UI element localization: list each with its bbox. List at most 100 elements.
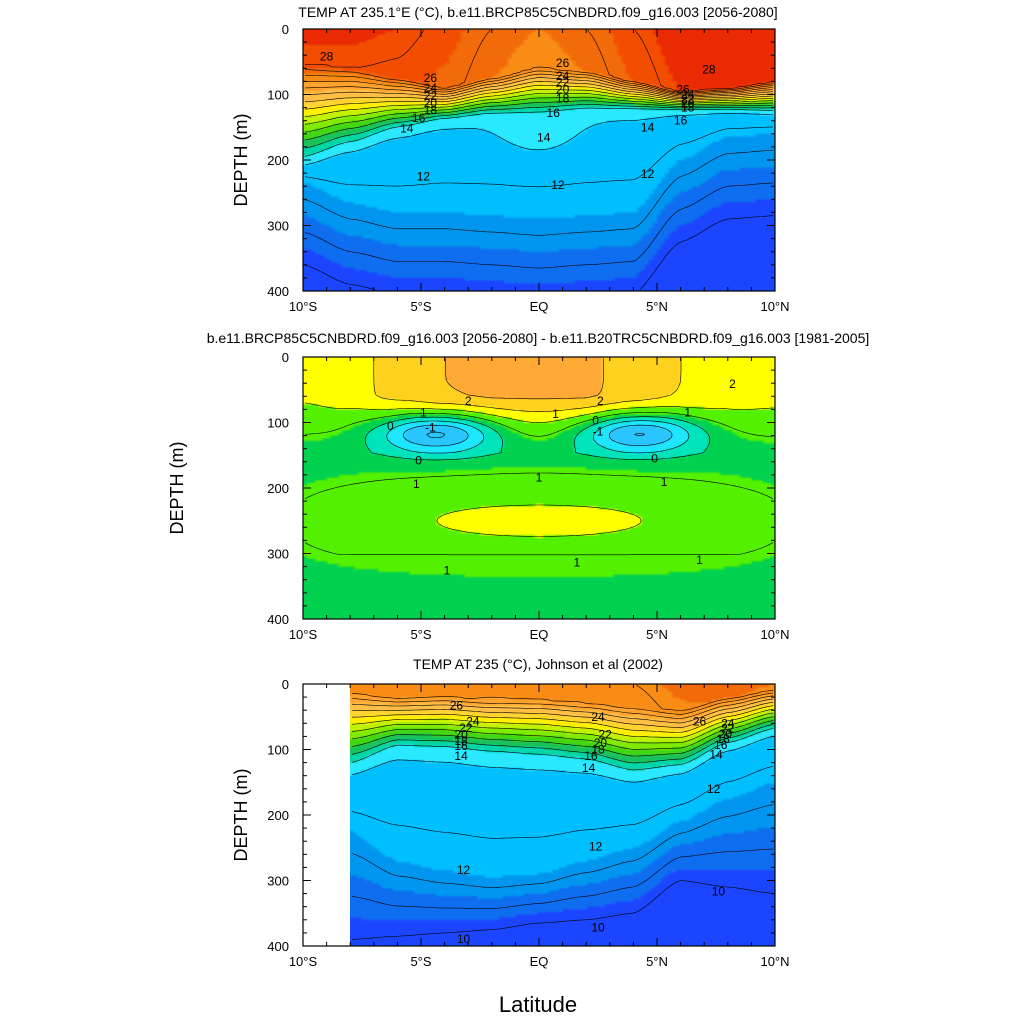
contour-label: 20	[454, 727, 468, 741]
contour-label: 12	[551, 178, 565, 192]
contour-line	[304, 100, 773, 141]
contour-label: 22	[721, 722, 735, 736]
contour-line	[304, 70, 774, 96]
y-tick-label: 100	[267, 743, 289, 758]
contour-line	[403, 424, 673, 447]
contour-label: 26	[676, 82, 690, 96]
contour-label: -1	[425, 421, 436, 435]
chart-title: b.e11.BRCP85C5CNBDRD.f09_g16.003 [2056-2…	[207, 330, 870, 346]
contour-line	[304, 412, 774, 556]
contour-line	[304, 89, 774, 117]
contour-label: 12	[641, 167, 655, 181]
contour-line	[386, 420, 690, 454]
contour-label: 10	[712, 885, 726, 899]
contour-line	[304, 93, 774, 125]
contour-line	[351, 724, 774, 764]
contour-lines	[304, 358, 774, 556]
x-tick-label: 5°N	[646, 299, 668, 314]
y-axis-label: DEPTH (m)	[167, 442, 187, 535]
contour-label: 1	[573, 556, 580, 570]
y-axis-label: DEPTH (m)	[231, 769, 251, 862]
contour-label: 1	[696, 553, 703, 567]
contour-label: 20	[681, 97, 695, 111]
contour-line	[351, 720, 774, 757]
x-tick-label: EQ	[530, 627, 549, 642]
chart-title: TEMP AT 235 (°C), Johnson et al (2002)	[413, 656, 663, 672]
contour-line	[304, 104, 774, 149]
contour-label: 14	[582, 761, 596, 775]
y-tick-label: 400	[267, 612, 289, 627]
x-tick-label: 5°S	[410, 954, 431, 969]
y-tick-label: 300	[267, 547, 289, 562]
contour-label: 24	[556, 69, 570, 83]
contour-line	[304, 107, 774, 157]
contour-labels: 2 221 1 10 0-1 -10 01 1 111 1	[387, 377, 736, 578]
contour-line	[351, 880, 774, 940]
chart-title: TEMP AT 235.1°E (°C), b.e11.BRCP85C5CNBD…	[298, 4, 777, 20]
contour-label: 1	[684, 406, 691, 420]
contour-line	[351, 708, 774, 738]
contour-label: 14	[400, 122, 414, 136]
y-tick-label: 100	[267, 416, 289, 431]
contour-label: 1	[552, 407, 559, 421]
x-tick-label: 5°N	[646, 954, 668, 969]
contour-label: 18	[556, 91, 570, 105]
contour-label: 20	[424, 96, 438, 110]
y-tick-label: 0	[282, 350, 289, 365]
contour-line	[636, 685, 774, 711]
contour-line	[351, 712, 774, 744]
contour-line	[304, 215, 774, 290]
contour-line	[445, 358, 604, 400]
contour-label: 1	[444, 564, 451, 578]
contour-line	[351, 804, 774, 888]
contour-label: 26	[424, 71, 438, 85]
contour-label: 20	[719, 727, 733, 741]
contour-label: 26	[450, 699, 464, 713]
contour-label: 16	[547, 106, 561, 120]
panel-temperature-difference: b.e11.BRCP85C5CNBDRD.f09_g16.003 [2056-2…	[167, 330, 869, 642]
contour-label: 2	[729, 377, 736, 391]
contour-label: 22	[424, 89, 438, 103]
contour-label: 18	[716, 732, 730, 746]
contour-label: 0	[387, 419, 394, 433]
contour-line	[351, 692, 774, 715]
contour-label: 22	[681, 92, 695, 106]
y-tick-label: 300	[267, 219, 289, 234]
contour-line	[305, 30, 774, 92]
contour-line	[351, 695, 774, 719]
x-tick-label: 10°S	[289, 954, 318, 969]
contour-label: 12	[417, 169, 431, 183]
contour-label: 12	[707, 782, 721, 796]
contour-line	[426, 431, 645, 438]
x-tick-label: 10°N	[760, 299, 789, 314]
x-tick-label: EQ	[530, 299, 549, 314]
contour-label: 16	[454, 739, 468, 753]
contour-line	[351, 728, 774, 771]
x-tick-label: 10°N	[760, 954, 789, 969]
y-tick-label: 200	[267, 481, 289, 496]
y-tick-label: 200	[267, 808, 289, 823]
contour-line	[351, 701, 774, 728]
contour-label: 18	[424, 103, 438, 117]
y-tick-label: 100	[267, 88, 289, 103]
contour-line	[304, 77, 774, 98]
contour-label: 22	[598, 727, 612, 741]
contour-line	[304, 402, 774, 537]
y-tick-label: 400	[267, 939, 289, 954]
contour-label: 24	[466, 714, 480, 728]
contour-label: 16	[674, 114, 688, 128]
y-axis-label: DEPTH (m)	[231, 114, 251, 207]
y-tick-label: 300	[267, 874, 289, 889]
contour-label: 2	[597, 394, 604, 408]
contour-label: 1	[420, 406, 427, 420]
contour-label: 1	[536, 471, 543, 485]
contour-label: 10	[591, 921, 605, 935]
contour-label: 2	[465, 394, 472, 408]
contour-line	[351, 716, 774, 750]
contour-label: 12	[589, 839, 603, 853]
contour-label: 20	[556, 82, 570, 96]
